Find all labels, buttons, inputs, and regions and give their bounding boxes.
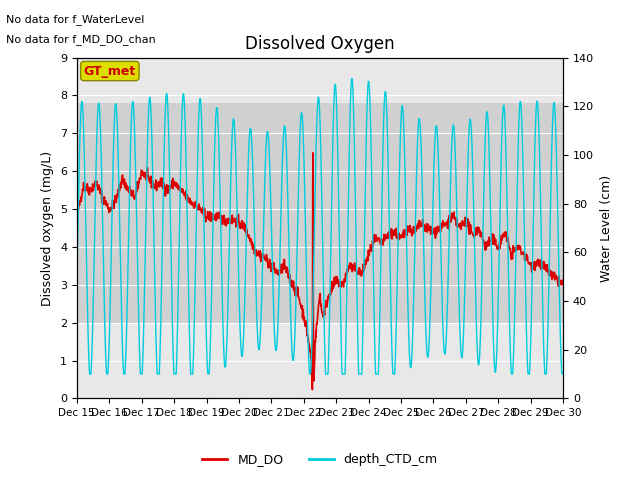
Text: GT_met: GT_met [84, 64, 136, 78]
Y-axis label: Water Level (cm): Water Level (cm) [600, 174, 612, 282]
Bar [77, 103, 563, 323]
Y-axis label: Dissolved oxygen (mg/L): Dissolved oxygen (mg/L) [42, 150, 54, 306]
Text: No data for f_MD_DO_chan: No data for f_MD_DO_chan [6, 34, 156, 45]
Text: No data for f_WaterLevel: No data for f_WaterLevel [6, 14, 145, 25]
Legend: MD_DO, depth_CTD_cm: MD_DO, depth_CTD_cm [197, 448, 443, 471]
Title: Dissolved Oxygen: Dissolved Oxygen [245, 35, 395, 53]
